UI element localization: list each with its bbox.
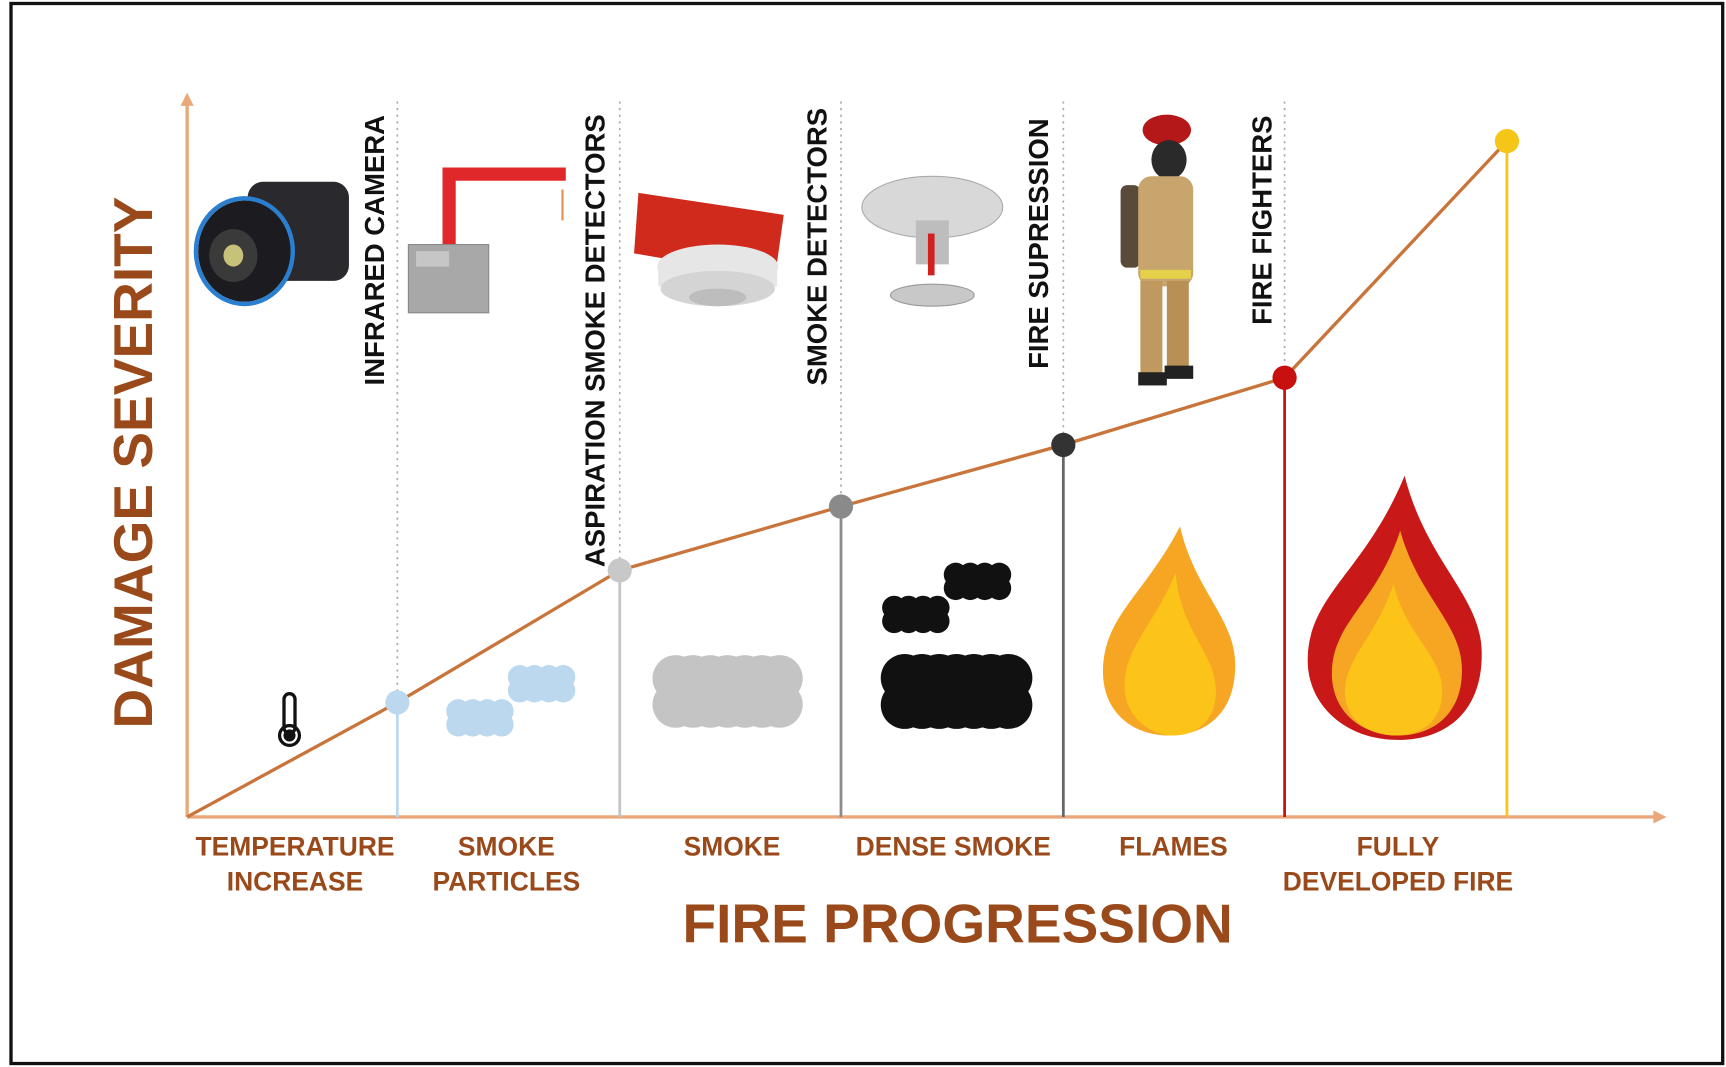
stage-label: DEVELOPED FIRE [1283, 867, 1513, 897]
cloud-puff [987, 576, 1011, 600]
cloud [508, 665, 575, 702]
marker [608, 558, 632, 582]
cloud [652, 655, 802, 728]
marker [829, 494, 853, 518]
page: DAMAGE SEVERITY FIRE PROGRESSION INFRARED … [0, 0, 1726, 1067]
stage-label: SMOKE [458, 831, 555, 861]
diagram: DAMAGE SEVERITY FIRE PROGRESSION INFRARED … [0, 0, 1726, 1067]
cloud [944, 563, 1011, 600]
stage-label: DENSE SMOKE [856, 831, 1051, 861]
detector-label: SMOKE DETECTORS [802, 108, 833, 386]
cloud-puff [984, 681, 1032, 729]
cloud-puff [756, 681, 802, 727]
cloud [882, 596, 949, 633]
stage-label: SMOKE [684, 831, 781, 861]
x-axis-title: FIRE PROGRESSION [683, 892, 1233, 954]
detector-label: FIRE SUPRESSION [1023, 118, 1054, 369]
stage-label: INCREASE [227, 867, 363, 897]
cloud [881, 654, 1033, 729]
marker [1495, 129, 1519, 153]
detector-label: INFRARED CAMERA [359, 115, 390, 386]
y-axis-title: DAMAGE SEVERITY [102, 197, 164, 729]
stage-label: PARTICLES [433, 867, 581, 897]
marker [1051, 433, 1075, 457]
detector-label: ASPIRATION SMOKE DETECTORS [579, 114, 610, 567]
cloud-puff [551, 679, 575, 703]
cloud-puff [490, 713, 514, 737]
marker [385, 690, 409, 714]
cloud-puff [926, 609, 950, 633]
cloud [446, 699, 513, 736]
stage-label: FLAMES [1119, 831, 1228, 861]
detector-label: FIRE FIGHTERS [1246, 116, 1277, 325]
marker [1272, 366, 1296, 390]
stage-label: FULLY [1357, 831, 1440, 861]
stage-label: TEMPERATURE [195, 831, 394, 861]
